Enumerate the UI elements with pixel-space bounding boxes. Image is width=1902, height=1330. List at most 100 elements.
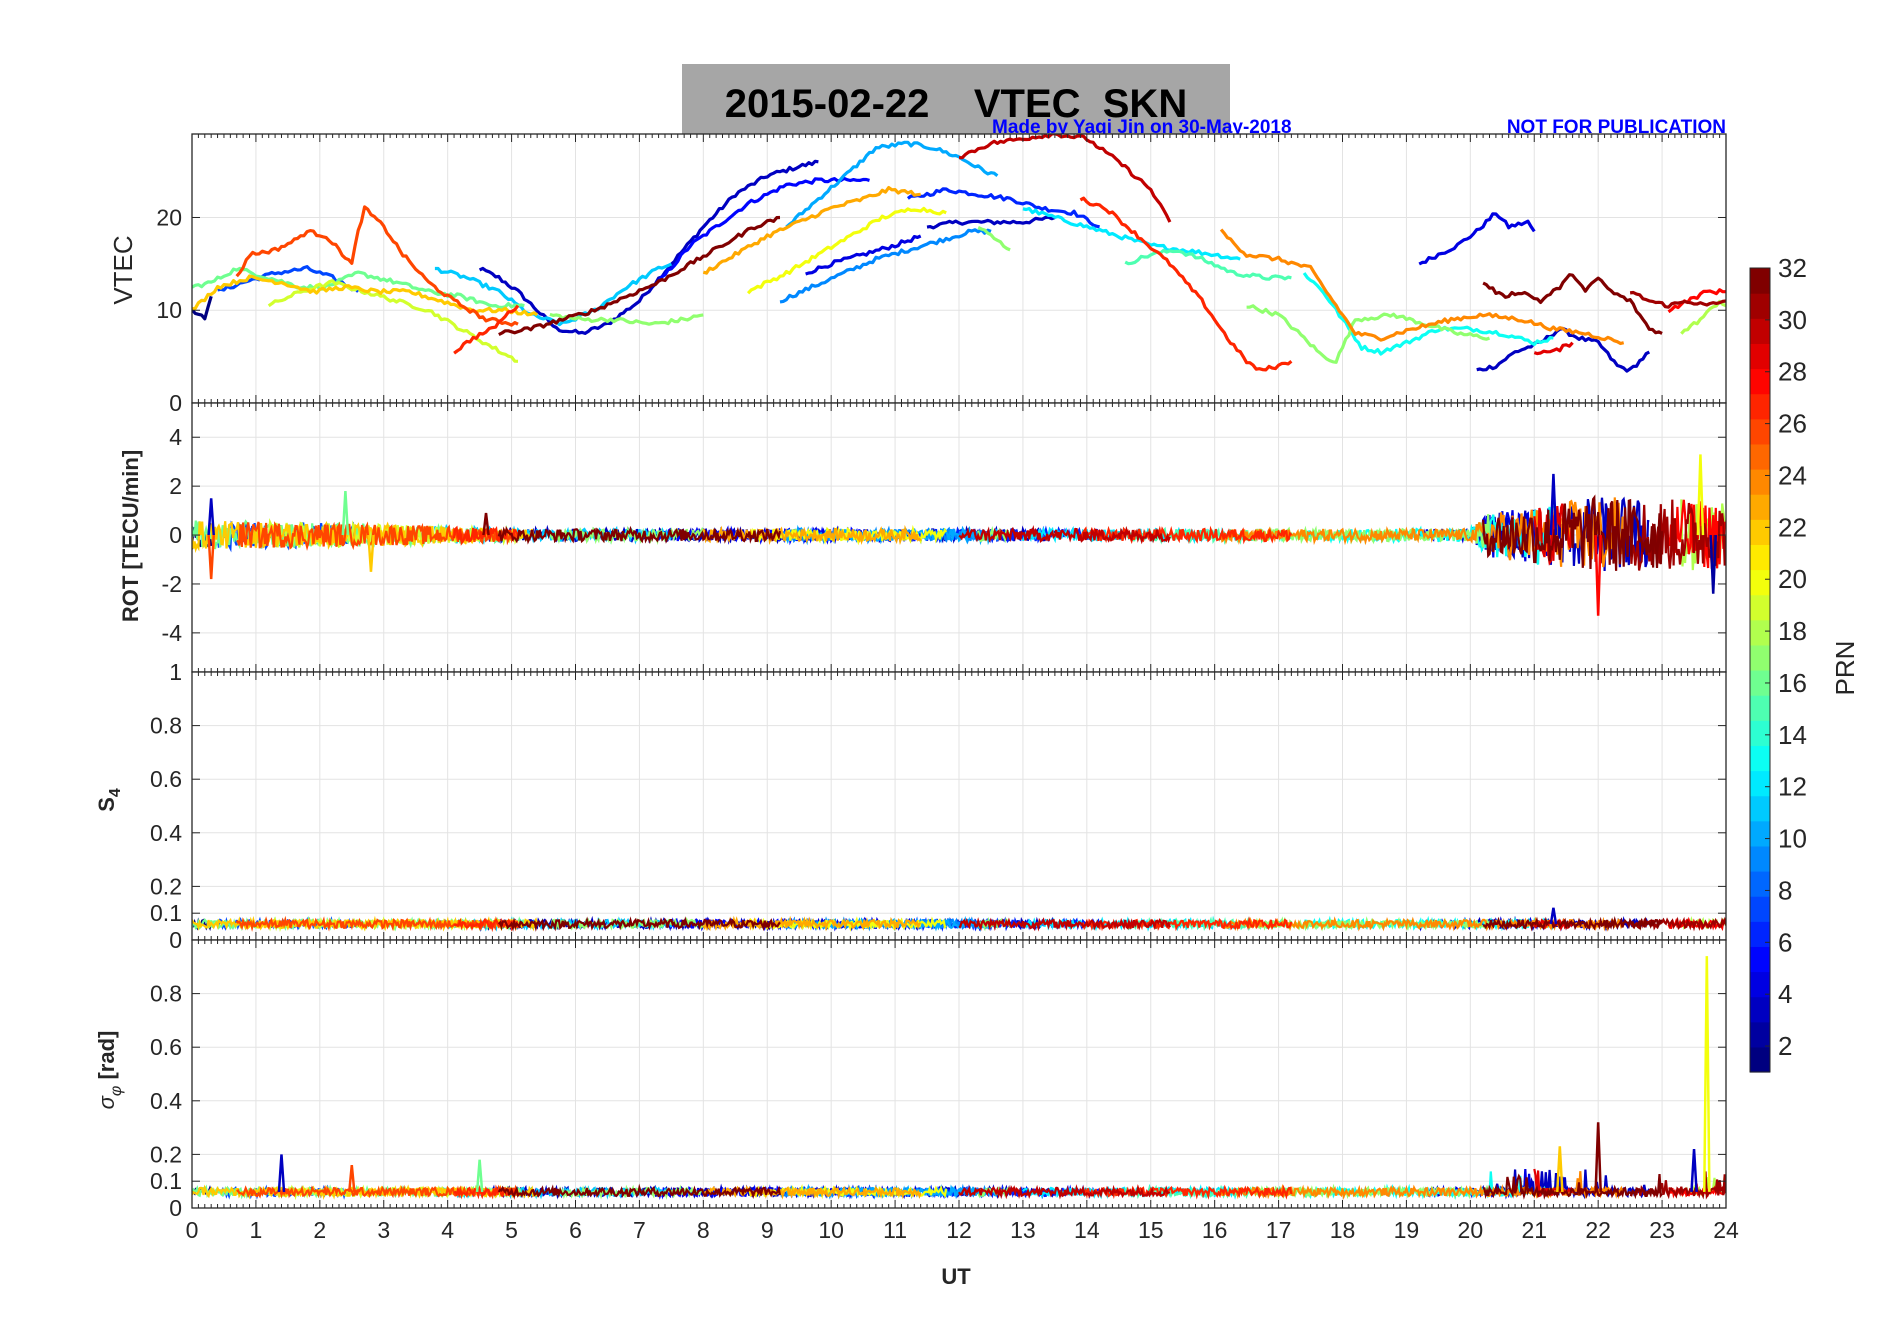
colorbar-swatch	[1750, 695, 1770, 721]
x-tick-label: 8	[697, 1217, 710, 1243]
x-tick-label: 20	[1458, 1217, 1484, 1243]
rot-spike	[1696, 454, 1705, 536]
colorbar-swatch	[1750, 569, 1770, 596]
not-for-publication-text: NOT FOR PUBLICATION	[1507, 117, 1726, 138]
rot-series-prn-20	[748, 524, 948, 546]
vtec-series-prn-20	[746, 206, 947, 295]
colorbar-swatch	[1750, 1021, 1770, 1048]
colorbar-swatch	[1750, 343, 1770, 370]
rot-ytick-label: 0	[169, 522, 182, 548]
colorbar-frame	[1749, 267, 1771, 1073]
sigma_phi-spike	[1690, 1148, 1698, 1192]
colorbar-swatch	[1750, 619, 1770, 646]
rot-ytick-label: 4	[169, 424, 182, 450]
x-tick-label: 13	[1010, 1217, 1036, 1243]
vtec-series-prn-32	[498, 215, 781, 337]
sigma_phi-spike	[1703, 956, 1711, 1192]
colorbar-swatch	[1750, 896, 1770, 922]
vtec-series-prn-13	[1302, 272, 1554, 356]
x-tick-label: 15	[1138, 1217, 1164, 1243]
colorbar-swatch	[1750, 720, 1770, 746]
x-tick-label: 24	[1713, 1217, 1739, 1243]
rot-ylabel: ROT [TECU/min]	[118, 450, 143, 622]
vtec-ylabel: VTEC	[108, 235, 138, 304]
vtec-series-prn-26	[235, 205, 519, 327]
x-axis-label: UT	[941, 1264, 971, 1289]
colorbar-swatch	[1750, 996, 1770, 1023]
colorbar-swatch	[1750, 1046, 1770, 1073]
colorbar-tick-label: 20	[1778, 564, 1807, 594]
colorbar-swatch	[1750, 318, 1770, 344]
x-tick-label: 14	[1074, 1217, 1100, 1243]
x-tick-label: 17	[1266, 1217, 1292, 1243]
s4-ytick-label: 1	[169, 659, 182, 685]
sigma_phi-panel: 00.10.20.40.60.80 1 2 3 4 5 6 7 8 9 10 11 12 13 14 15 16…	[150, 939, 1739, 1243]
x-tick-label: 12	[946, 1217, 972, 1243]
colorbar-swatch	[1750, 469, 1770, 495]
sigma_phi-spike	[1556, 1146, 1564, 1192]
vtec-series-prn-3	[926, 215, 1056, 230]
colorbar-swatch	[1750, 921, 1770, 947]
vtec-series-prn-4	[805, 234, 922, 276]
colorbar-tick-label: 10	[1778, 824, 1807, 854]
sigma_phi-ytick-label: 0	[169, 1195, 182, 1221]
sigma_phi-spike	[1594, 1122, 1602, 1192]
rot-series-prn-27	[1079, 525, 1293, 545]
vtec-ytick-label: 20	[156, 204, 182, 230]
vtec-series-prn-28	[1667, 288, 1726, 314]
x-tick-label: 1	[250, 1217, 263, 1243]
x-tick-label: 7	[633, 1217, 646, 1243]
colorbar-swatch	[1750, 820, 1770, 847]
vtec-series-prn-12	[1022, 207, 1241, 261]
s4-ytick-label: 0.6	[150, 766, 182, 792]
vtec-series-prn-30	[959, 134, 1172, 223]
colorbar-swatch	[1750, 971, 1770, 998]
vtec-series-prn-16	[192, 266, 525, 310]
vtec-series-prn-7	[217, 265, 360, 293]
x-tick-label: 18	[1330, 1217, 1356, 1243]
colorbar-swatch	[1750, 393, 1770, 420]
rot-ytick-label: -4	[162, 620, 183, 646]
s4-ytick-label: 0.1	[150, 900, 182, 926]
sigma_phi-series-prn-32	[497, 1183, 782, 1199]
colorbar-swatch	[1750, 745, 1770, 772]
sigma_phi-ytick-label: 0.2	[150, 1141, 182, 1167]
colorbar-tick-label: 30	[1778, 305, 1807, 335]
colorbar-tick-label: 8	[1778, 875, 1792, 905]
sigma_phi-ytick-label: 0.4	[150, 1088, 182, 1114]
vtec-series-prn-23	[702, 186, 921, 275]
colorbar-swatch	[1750, 544, 1770, 571]
vtec-panel: 0 10 20	[156, 133, 1727, 416]
colorbar-label: PRN	[1830, 641, 1860, 696]
colorbar-tick-label: 22	[1778, 512, 1807, 542]
vtec-series-prn-17	[549, 312, 704, 326]
colorbar-tick-label: 14	[1778, 720, 1807, 750]
rot-spike	[1549, 473, 1558, 536]
s4-panel: 00.10.2 0.4 0.6 0.8 1	[150, 659, 1727, 953]
sigma_phi-ytick-label: 0.6	[150, 1034, 182, 1060]
vtec-series-prn-9	[779, 228, 992, 304]
s4-spike	[1549, 907, 1558, 925]
rot-data	[192, 454, 1726, 616]
colorbar-swatch	[1750, 594, 1770, 621]
x-tick-label: 0	[186, 1217, 199, 1243]
colorbar-swatch	[1750, 644, 1770, 671]
vtec-series-prn-17	[977, 226, 1011, 252]
rot-spike	[482, 512, 490, 536]
s4-ytick-label: 0.4	[150, 820, 182, 846]
s4-series-prn-32	[1482, 916, 1663, 932]
rot-spike	[207, 498, 215, 536]
colorbar-swatch	[1750, 670, 1770, 696]
sigma_phi-spike	[475, 1159, 484, 1193]
rot-ytick-label: 2	[169, 473, 182, 499]
colorbar-swatch	[1750, 871, 1770, 897]
rot-ytick-label: -2	[162, 571, 182, 597]
colorbar-swatch	[1750, 268, 1770, 294]
colorbar-swatch	[1750, 770, 1770, 797]
colorbar-swatch	[1750, 418, 1770, 445]
x-tick-label: 21	[1521, 1217, 1547, 1243]
x-tick-label: 10	[818, 1217, 844, 1243]
x-tick-label: 3	[377, 1217, 390, 1243]
x-tick-label: 22	[1585, 1217, 1611, 1243]
